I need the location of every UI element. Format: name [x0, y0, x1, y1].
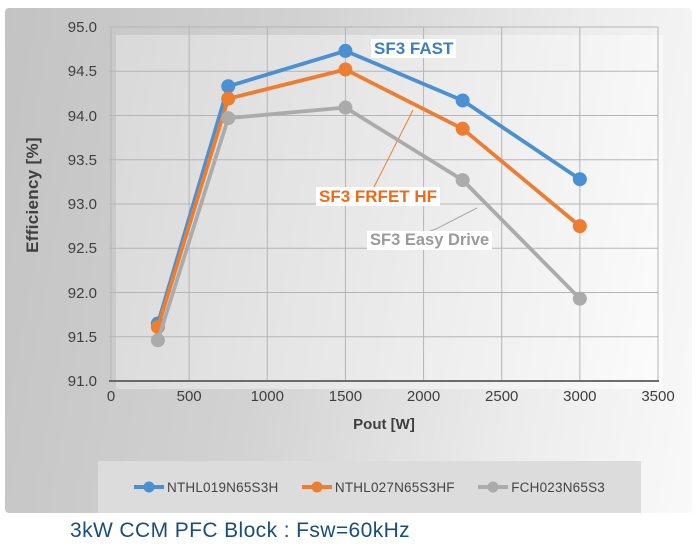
annotation-sf3-frfet-hf: SF3 FRFET HF [316, 187, 441, 206]
legend-label: NTHL019N65S3H [167, 479, 279, 495]
y-tick-label: 92.0 [67, 284, 97, 302]
y-tick-label: 91.5 [67, 328, 97, 346]
legend-item: NTHL027N65S3HF [301, 479, 455, 495]
y-tick-label: 94.0 [67, 107, 97, 125]
x-axis-title: Pout [W] [353, 416, 415, 433]
x-tick-label: 2500 [485, 388, 519, 405]
chart-panel [5, 8, 692, 513]
y-tick-label: 93.5 [67, 151, 97, 169]
x-tick-label: 2000 [406, 388, 441, 405]
legend-item: FCH023N65S3 [478, 480, 605, 495]
legend-item: NTHL019N65S3H [134, 480, 278, 495]
x-tick-label: 0 [106, 388, 116, 405]
x-tick-label: 3000 [563, 388, 597, 405]
chart-caption: 3kW CCM PFC Block : Fsw=60kHz [70, 519, 411, 542]
legend-label: FCH023N65S3 [511, 479, 605, 495]
annotation-sf3-easy-drive: SF3 Easy Drive [367, 231, 493, 250]
x-tick-label: 1000 [250, 388, 284, 405]
annotation-sf3-fast: SF3 FAST [371, 39, 457, 58]
legend: NTHL019N65S3H NTHL027N65S3HF FCH023N65S3 [98, 461, 641, 513]
x-tick-label: 3500 [641, 388, 675, 405]
series-line-marker-icon [478, 481, 509, 493]
x-tick-label: 1500 [328, 388, 363, 405]
y-tick-label: 94.5 [67, 63, 97, 81]
legend-label: NTHL027N65S3HF [334, 479, 455, 495]
plot-area [116, 35, 663, 389]
series-line-marker-icon [134, 481, 164, 493]
series-line-marker-icon [301, 481, 332, 493]
series-dot-icon [143, 481, 155, 493]
series-dot-icon [487, 481, 499, 493]
x-tick-label: 500 [176, 388, 202, 405]
y-tick-label: 91.0 [67, 373, 97, 390]
y-tick-label: 95.0 [67, 19, 97, 36]
y-tick-label: 92.5 [67, 240, 97, 258]
y-tick-label: 93.0 [67, 196, 97, 213]
series-dot-icon [311, 481, 323, 493]
